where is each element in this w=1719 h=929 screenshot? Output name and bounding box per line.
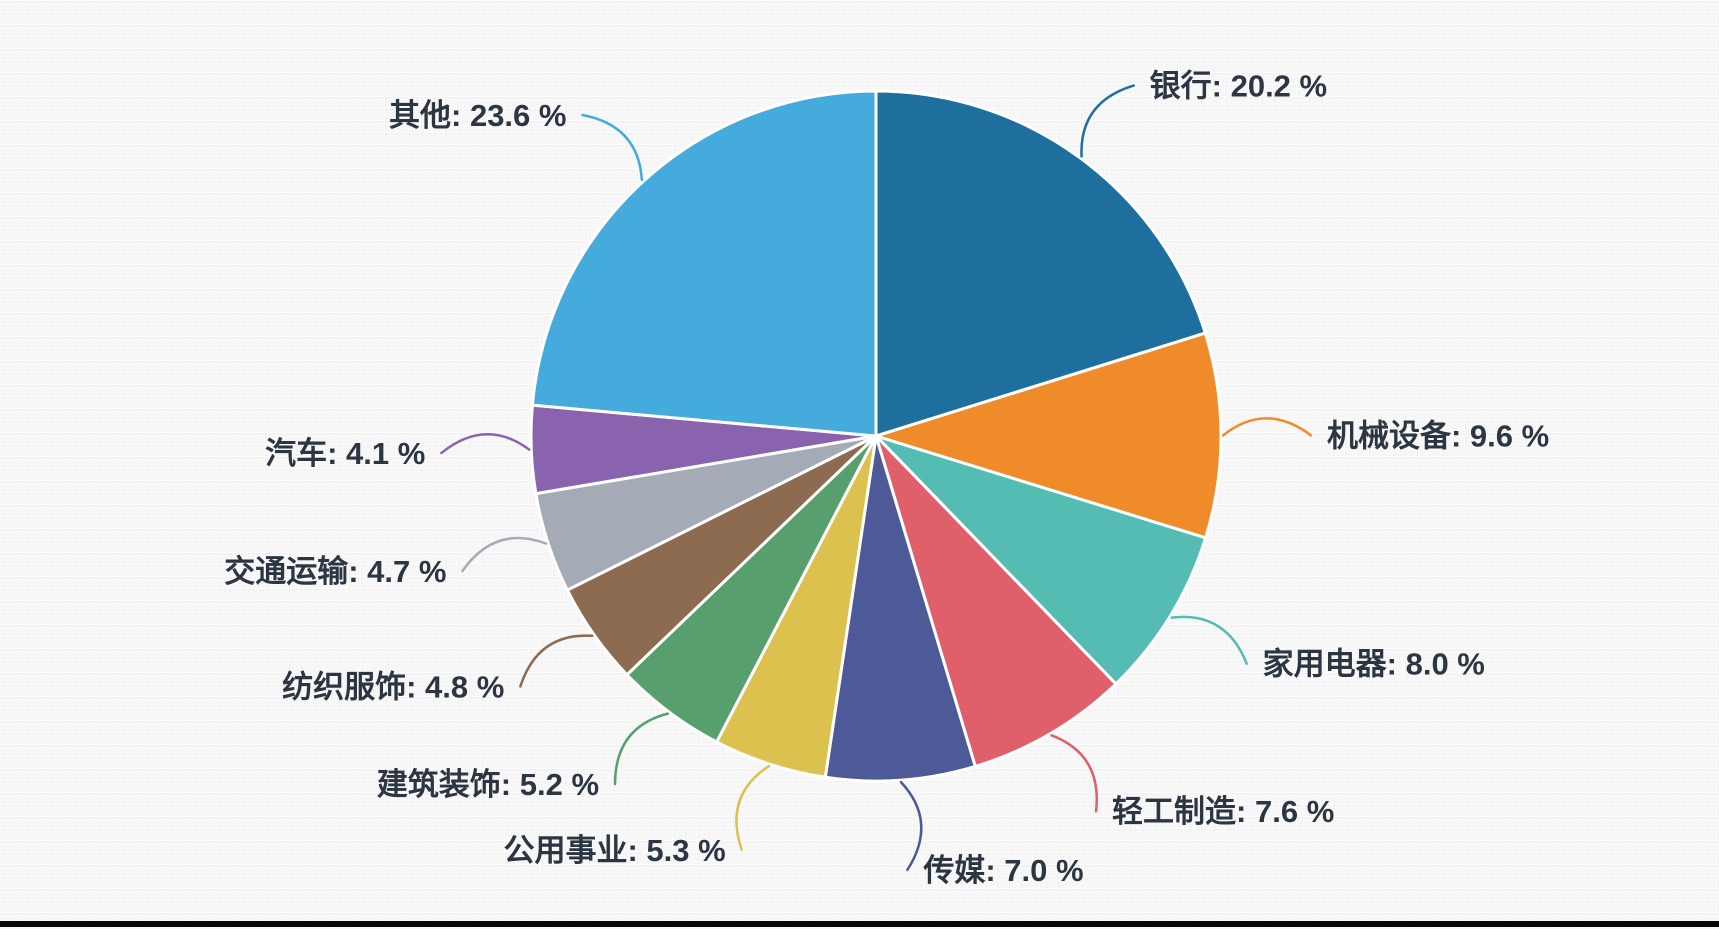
- slice-label-7: 纺织服饰: 4.8 %: [282, 669, 504, 704]
- pie-slice-1[interactable]: [874, 331, 1223, 540]
- slice-label-4: 传媒: 7.0 %: [922, 853, 1083, 888]
- slice-label-9: 汽车: 4.1 %: [265, 436, 425, 471]
- label-line-5: [735, 764, 771, 851]
- label-line-2: [1170, 615, 1248, 665]
- slice-label-1: 机械设备: 9.6 %: [1327, 418, 1549, 453]
- pie-slice-3[interactable]: [874, 434, 1118, 768]
- slice-label-0: 银行: 20.2 %: [1150, 69, 1327, 104]
- pie-slice-2[interactable]: [874, 434, 1208, 686]
- pie-slice-0[interactable]: [874, 89, 1207, 438]
- label-line-1: [1221, 417, 1313, 437]
- label-line-8: [461, 536, 548, 573]
- slice-label-8: 交通运输: 4.7 %: [224, 554, 446, 589]
- slice-label-6: 建筑装饰: 5.2 %: [377, 767, 599, 802]
- label-line-0: [1080, 84, 1135, 158]
- bottom-border-line: [0, 921, 1719, 927]
- slice-label-2: 家用电器: 8.0 %: [1263, 647, 1485, 682]
- label-line-4: [899, 780, 923, 872]
- slice-label-10: 其他: 23.6 %: [389, 98, 566, 133]
- slice-label-3: 轻工制造: 7.6 %: [1112, 794, 1334, 829]
- pie-slice-10[interactable]: [530, 89, 878, 438]
- label-line-10: [581, 113, 644, 182]
- slice-label-5: 公用事业: 5.3 %: [503, 833, 725, 868]
- pie-slice-4[interactable]: [823, 434, 977, 783]
- label-line-9: [440, 433, 531, 455]
- label-line-6: [613, 712, 670, 786]
- label-line-3: [1050, 734, 1098, 813]
- label-line-7: [519, 634, 594, 688]
